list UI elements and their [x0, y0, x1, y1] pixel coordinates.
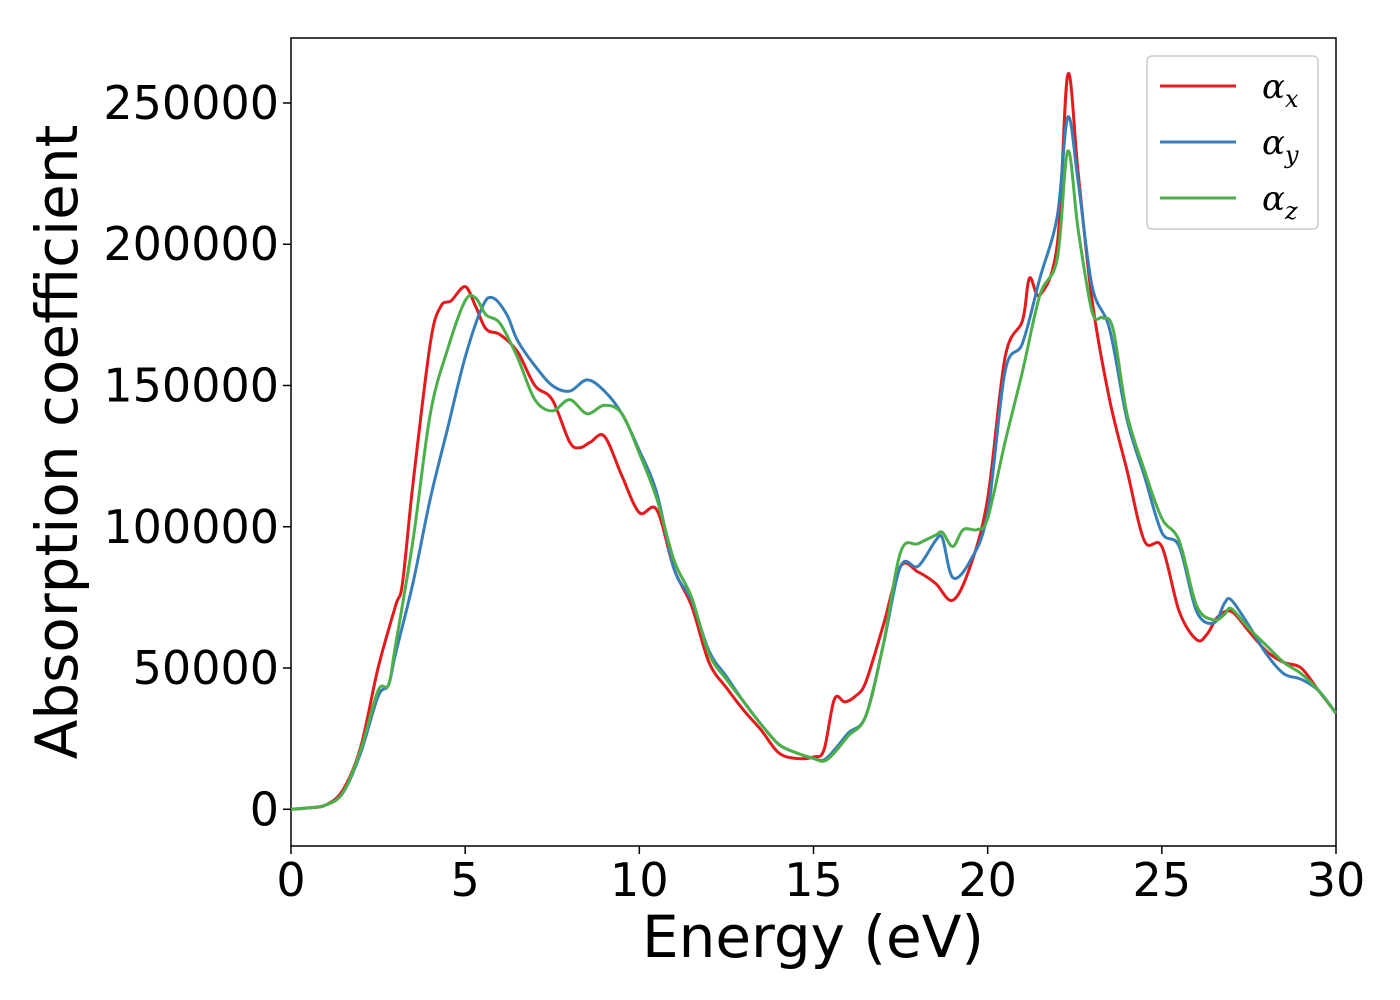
y-tick-label: 150000 [103, 358, 279, 412]
x-tick-label: 0 [276, 853, 305, 907]
x-tick-label: 20 [958, 853, 1017, 907]
x-axis-ticks: 0 5 10 15 20 25 30 [276, 846, 1365, 907]
x-tick-label: 25 [1133, 853, 1192, 907]
series-line-z [290, 149, 1338, 811]
x-tick-label: 30 [1307, 853, 1366, 907]
y-axis-ticks: 0 50000 100000 150000 200000 250000 [103, 76, 291, 836]
y-tick-label: 100000 [103, 500, 279, 554]
y-tick-label: 200000 [103, 217, 279, 271]
x-tick-label: 15 [784, 853, 843, 907]
x-axis-title: Energy (eV) [642, 903, 984, 971]
y-tick-label: 50000 [133, 641, 279, 695]
series-layer [290, 71, 1338, 811]
series-line-x [290, 71, 1338, 811]
x-tick-label: 10 [610, 853, 669, 907]
y-tick-label: 0 [250, 782, 279, 836]
x-tick-label: 5 [451, 853, 480, 907]
y-tick-label: 250000 [103, 76, 279, 130]
series-line-y [290, 115, 1338, 811]
y-axis-title: Absorption coefficient [23, 125, 91, 760]
